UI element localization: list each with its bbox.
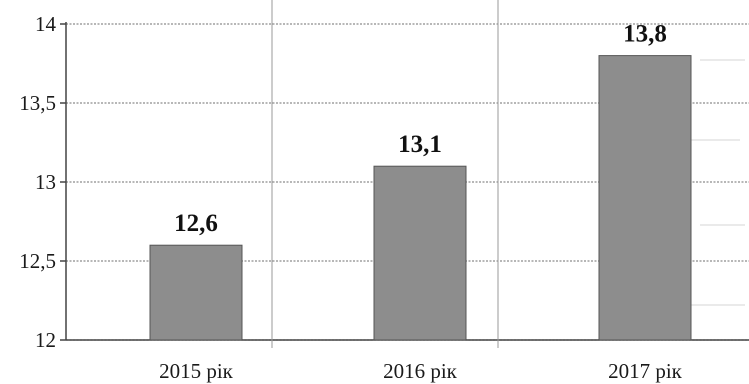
y-tick-label: 13 <box>35 170 56 194</box>
y-tick-label: 12 <box>35 328 56 352</box>
bar <box>373 165 467 341</box>
x-tick-labels: 2015 рік 2016 рік 2017 рік <box>159 359 683 383</box>
x-tick-label: 2015 рік <box>159 359 234 383</box>
bar <box>598 55 692 341</box>
x-tick-label: 2016 рік <box>383 359 458 383</box>
bars <box>149 55 692 341</box>
data-label: 12,6 <box>174 210 218 237</box>
y-tick-labels: 12 12,5 13 13,5 14 <box>19 12 56 352</box>
data-label: 13,8 <box>623 21 667 48</box>
data-labels: 12,6 13,1 13,8 <box>174 21 667 238</box>
data-label: 13,1 <box>398 131 442 158</box>
y-tick-label: 12,5 <box>19 249 56 273</box>
x-tick-label: 2017 рік <box>608 359 683 383</box>
y-tick-label: 14 <box>35 12 57 36</box>
bar <box>149 244 243 341</box>
y-tick-label: 13,5 <box>19 91 56 115</box>
